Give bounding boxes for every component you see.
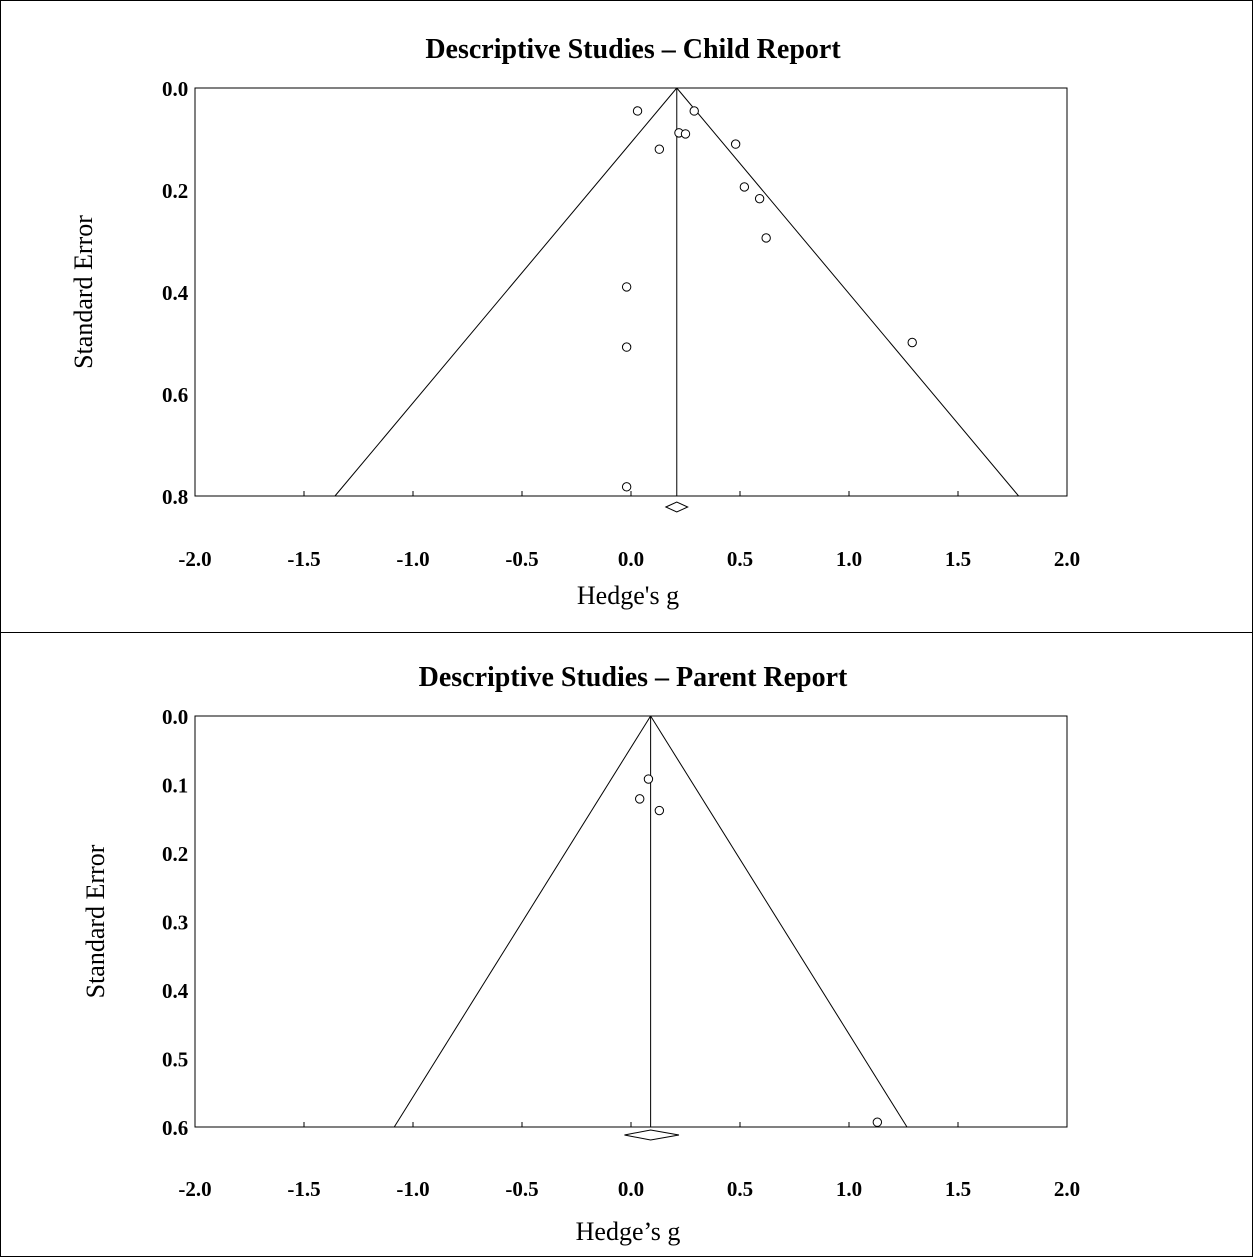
- y-tick-label: 0.2: [162, 179, 188, 203]
- study-point: [621, 342, 632, 352]
- study-point: [689, 106, 699, 116]
- chart-title: Descriptive Studies – Child Report: [425, 34, 841, 65]
- chart-title: Descriptive Studies – Parent Report: [419, 662, 848, 693]
- funnel-right-limit: [676, 87, 1019, 497]
- y-tick-label: 0.4: [162, 281, 189, 305]
- x-tick-label: 1.0: [836, 1177, 862, 1201]
- study-point: [730, 139, 741, 149]
- x-tick-label: -0.5: [505, 1177, 538, 1201]
- y-tick-label: 0.3: [162, 911, 188, 935]
- x-tick-label: -1.0: [396, 547, 429, 571]
- study-point: [680, 129, 691, 139]
- y-tick-label: 0.5: [162, 1048, 188, 1072]
- x-tick-label: -2.0: [178, 547, 211, 571]
- study-point: [907, 337, 917, 348]
- y-axis-label: Standard Error: [69, 215, 98, 369]
- x-tick-label: -2.0: [178, 1177, 211, 1201]
- y-tick-label: 0.2: [162, 842, 188, 866]
- x-tick-label: 1.5: [945, 547, 971, 571]
- x-tick-label: 0.5: [727, 547, 753, 571]
- funnel-right-limit: [650, 715, 908, 1128]
- x-axis-label: Hedge’s g: [576, 1217, 681, 1246]
- study-point: [643, 774, 654, 784]
- y-tick-label: 0.4: [162, 979, 189, 1003]
- pooled-effect-diamond: [624, 1129, 680, 1141]
- x-tick-label: 2.0: [1054, 547, 1080, 571]
- x-tick-label: 0.0: [618, 1177, 644, 1201]
- x-tick-label: 1.5: [945, 1177, 971, 1201]
- study-point: [654, 805, 665, 816]
- x-tick-label: 1.0: [836, 547, 862, 571]
- y-tick-label: 0.8: [162, 485, 188, 509]
- study-point: [754, 193, 765, 204]
- study-point: [872, 1117, 883, 1127]
- study-point: [739, 182, 750, 192]
- y-tick-label: 0.0: [162, 705, 188, 729]
- y-tick-label: 0.6: [162, 383, 188, 407]
- x-tick-label: -1.5: [287, 1177, 320, 1201]
- study-point: [654, 144, 665, 154]
- x-tick-label: -1.5: [287, 547, 320, 571]
- x-tick-label: 0.0: [618, 547, 644, 571]
- plot-area: [194, 715, 1068, 1128]
- study-point: [621, 482, 632, 492]
- x-axis-label: Hedge's g: [577, 581, 679, 610]
- plot-area: [194, 87, 1068, 497]
- y-axis-label: Standard Error: [81, 844, 110, 998]
- child-report-funnel-plot: Descriptive Studies – Child Report 0.0 0.2…: [69, 34, 1080, 610]
- y-tick-label: 0.0: [162, 77, 188, 101]
- pooled-effect-diamond: [664, 501, 689, 513]
- study-point: [632, 106, 643, 116]
- study-point: [621, 282, 632, 292]
- funnel-left-limit: [393, 715, 652, 1128]
- y-tick-label: 0.6: [162, 1116, 188, 1140]
- funnel-left-limit: [334, 87, 678, 497]
- study-point: [635, 794, 645, 804]
- x-tick-label: 0.5: [727, 1177, 753, 1201]
- x-tick-label: 2.0: [1054, 1177, 1080, 1201]
- x-tick-label: -0.5: [505, 547, 538, 571]
- parent-report-funnel-plot: Descriptive Studies – Parent Report 0.0 0.…: [81, 662, 1080, 1246]
- study-point: [761, 233, 771, 243]
- y-tick-label: 0.1: [162, 774, 188, 798]
- x-tick-label: -1.0: [396, 1177, 429, 1201]
